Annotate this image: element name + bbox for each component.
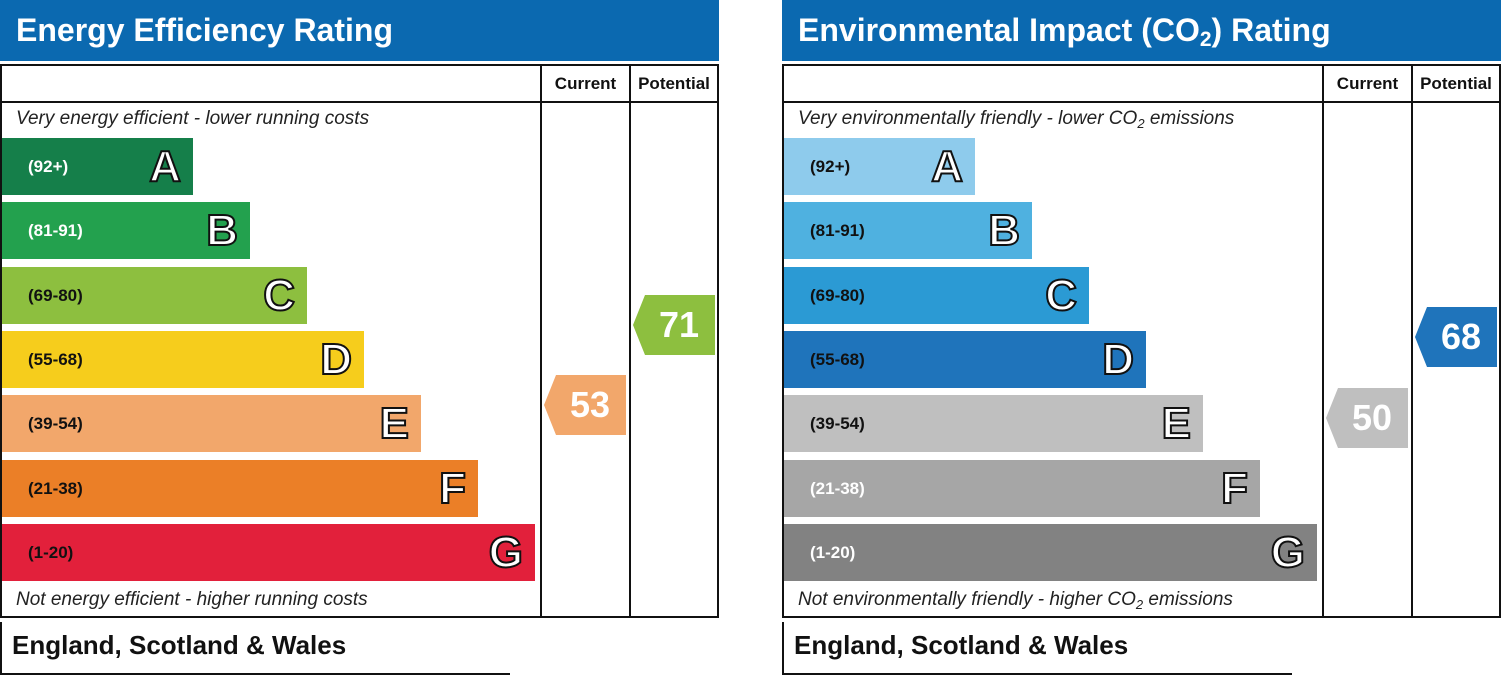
band-range-label: (21-38) [810,479,865,498]
header-divider [0,101,719,103]
header-divider [782,101,1501,103]
potential-rating-arrow: 71 [633,295,715,355]
band-letter: C [1044,270,1078,321]
current-rating-arrow: 50 [1326,388,1408,448]
bottom-note: Not energy efficient - higher running co… [16,589,368,610]
column-divider [629,64,631,618]
bottom-note: Not environmentally friendly - higher CO… [798,589,1233,612]
band-range-label: (81-91) [28,221,83,240]
band-f: (21-38) F [784,460,1260,517]
band-range-label: (39-54) [810,414,865,433]
band-letter: B [987,205,1021,256]
band-letter: E [379,398,410,449]
band-b: (81-91) B [2,202,250,259]
band-letter: C [262,270,296,321]
chart-title: Energy Efficiency Rating [0,0,719,61]
band-letter: D [1101,334,1135,385]
band-letter: G [488,527,524,578]
column-divider [1322,64,1324,618]
band-c: (69-80) C [2,267,307,324]
band-range-label: (1-20) [810,543,856,562]
current-column-header: Current [1336,74,1399,93]
band-range-label: (92+) [28,157,69,176]
band-e: (39-54) E [2,395,421,452]
band-range-label: (92+) [810,157,851,176]
band-g: (1-20) G [2,524,535,581]
band-range-label: (21-38) [28,479,83,498]
band-letter: F [1220,463,1249,514]
region-footer: England, Scotland & Wales [782,622,1292,675]
chart-frame [782,64,1501,618]
band-g: (1-20) G [784,524,1317,581]
current-column-header: Current [554,74,617,93]
band-b: (81-91) B [784,202,1032,259]
band-letter: F [438,463,467,514]
band-letter: B [205,205,239,256]
environmental-impact-chart: Environmental Impact (CO2) Rating Curren… [782,0,1501,675]
band-range-label: (39-54) [28,414,83,433]
band-letter: A [930,141,964,192]
chart-title: Environmental Impact (CO2) Rating [782,0,1501,61]
band-range-label: (69-80) [810,286,865,305]
current-rating-arrow: 53 [544,375,626,435]
band-c: (69-80) C [784,267,1089,324]
region-footer: England, Scotland & Wales [0,622,510,675]
top-note: Very environmentally friendly - lower CO… [798,108,1235,131]
band-a: (92+) A [784,138,975,195]
potential-column-header: Potential [638,74,710,93]
column-divider [1411,64,1413,618]
potential-rating-arrow: 68 [1415,307,1497,367]
band-range-label: (69-80) [28,286,83,305]
band-letter: D [319,334,353,385]
band-range-label: (81-91) [810,221,865,240]
band-a: (92+) A [2,138,193,195]
band-letter: A [148,141,182,192]
energy-efficiency-chart: Energy Efficiency Rating Current Potenti… [0,0,719,675]
band-e: (39-54) E [784,395,1203,452]
band-d: (55-68) D [784,331,1146,388]
potential-column-header: Potential [1420,74,1492,93]
band-range-label: (1-20) [28,543,74,562]
band-f: (21-38) F [2,460,478,517]
band-letter: E [1161,398,1192,449]
band-letter: G [1270,527,1306,578]
top-note: Very energy efficient - lower running co… [16,108,370,129]
chart-frame [0,64,719,618]
column-divider [540,64,542,618]
band-d: (55-68) D [2,331,364,388]
band-range-label: (55-68) [28,350,83,369]
band-range-label: (55-68) [810,350,865,369]
